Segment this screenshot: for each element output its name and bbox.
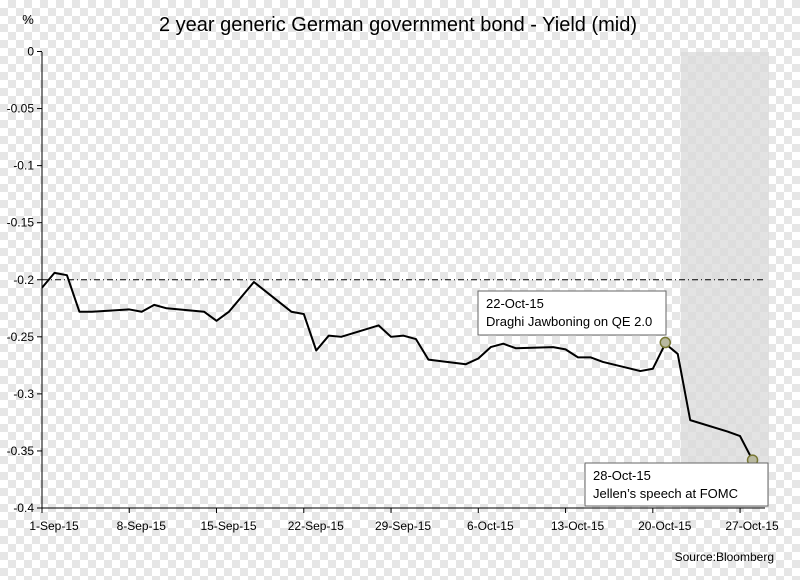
series-line <box>41 271 754 461</box>
annotation-text: 28-Oct-15 <box>593 468 651 483</box>
annotation-text: Draghi Jawboning on QE 2.0 <box>486 314 652 329</box>
plot-area: 0 -0.05 -0.1 -0.15 -0.2 -0.25 -0.3 -0.35 -0.4 1-S… <box>7 45 779 534</box>
x-tick-label: 6-Oct-15 <box>467 519 514 533</box>
x-tick-label: 15-Sep-15 <box>200 519 256 533</box>
y-tick-label: 0 <box>27 45 34 59</box>
event-marker <box>659 336 672 349</box>
y-tick-label: -0.3 <box>13 387 34 401</box>
chart-title: 2 year generic German government bond - … <box>159 14 637 36</box>
y-tick-label: -0.25 <box>7 330 35 344</box>
x-tick-label: 1-Sep-15 <box>29 519 79 533</box>
y-tick-label: -0.1 <box>13 159 34 173</box>
annotation-text: 22-Oct-15 <box>486 296 544 311</box>
x-tick-label: 8-Sep-15 <box>117 519 167 533</box>
x-tick-label: 29-Sep-15 <box>375 519 431 533</box>
annotation-box <box>477 290 667 336</box>
annotation-text: Jellen’s speech at FOMC <box>593 486 738 501</box>
x-tick-label: 22-Sep-15 <box>288 519 344 533</box>
y-tick-label: -0.35 <box>7 444 35 458</box>
x-tick-label: 20-Oct-15 <box>638 519 692 533</box>
source-note: Source:Bloomberg <box>675 550 774 564</box>
x-tick-label: 13-Oct-15 <box>551 519 605 533</box>
y-tick-label: -0.4 <box>13 501 34 515</box>
annotation-box <box>584 462 769 507</box>
y-tick-label: -0.15 <box>7 216 35 230</box>
x-tick-label: 27-Oct-15 <box>725 519 779 533</box>
y-tick-label: -0.05 <box>7 102 35 116</box>
y-axis-label: % <box>22 12 34 27</box>
y-tick-label: -0.2 <box>13 273 34 287</box>
